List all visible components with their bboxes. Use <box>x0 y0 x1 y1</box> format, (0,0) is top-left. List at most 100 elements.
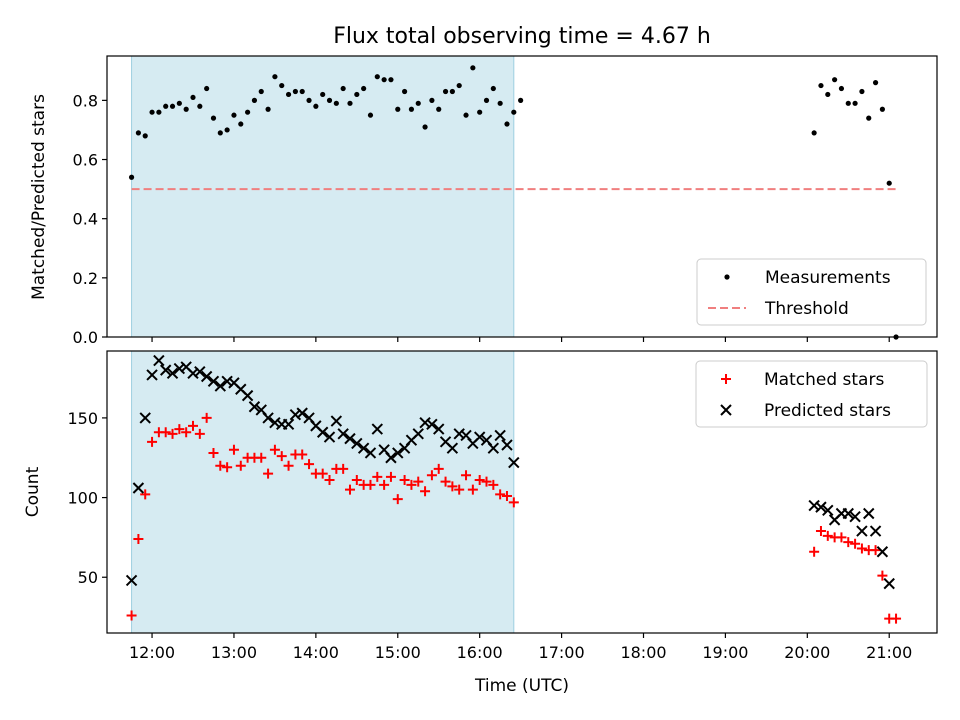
data-point-measurements <box>238 121 244 127</box>
data-point-matched-stars <box>304 459 315 470</box>
data-point-measurements <box>490 85 496 92</box>
y-tick-label: 0.2 <box>73 269 98 288</box>
y-tick-label: 0.4 <box>73 210 98 229</box>
legend-label: Matched stars <box>764 370 884 390</box>
data-point-predicted-stars <box>385 452 397 464</box>
data-point-measurements <box>436 106 442 112</box>
y-axis-label-ratio: Matched/Predicted stars <box>29 94 49 300</box>
data-point-matched-stars <box>215 460 226 471</box>
data-point-matched-stars <box>508 497 519 508</box>
data-point-measurements <box>313 103 319 109</box>
plot-frame <box>106 55 938 338</box>
data-point-predicted-stars <box>316 426 329 438</box>
data-point-matched-stars <box>440 476 451 487</box>
x-tick-label: 14:00 <box>293 643 339 662</box>
data-point-predicted-stars <box>296 407 308 419</box>
data-point-matched-stars <box>392 494 403 505</box>
data-point-matched-stars <box>222 462 233 473</box>
data-point-matched-stars <box>228 444 239 455</box>
data-point-predicted-stars <box>453 428 465 440</box>
data-point-predicted-stars <box>146 369 158 381</box>
legend: Matched stars Predicted stars <box>695 360 928 428</box>
data-point-predicted-stars <box>815 501 827 513</box>
data-point-measurements <box>299 88 305 95</box>
data-point-predicted-stars <box>856 525 868 537</box>
legend: Measurements Threshold <box>696 258 927 326</box>
data-point-predicted-stars <box>446 442 459 454</box>
data-point-matched-stars <box>870 545 881 556</box>
data-point-predicted-stars <box>132 482 145 494</box>
data-point-measurements <box>859 88 865 95</box>
data-point-predicted-stars <box>282 418 295 430</box>
data-point-measurements <box>866 115 872 121</box>
data-point-predicted-stars <box>248 401 261 413</box>
data-point-predicted-stars <box>876 546 889 558</box>
chart-title: Flux total observing time = 4.67 h <box>333 24 711 49</box>
data-point-matched-stars <box>351 475 362 486</box>
data-point-measurements <box>449 88 455 95</box>
legend-marker <box>724 274 730 280</box>
data-point-measurements <box>463 112 469 118</box>
legend-label: Predicted stars <box>764 401 891 421</box>
data-point-matched-stars <box>420 486 431 497</box>
plot-frame <box>106 350 938 634</box>
data-point-predicted-stars <box>392 447 404 459</box>
x-tick-label: 12:00 <box>129 643 175 662</box>
data-point-matched-stars <box>836 532 847 543</box>
data-point-matched-stars <box>877 570 888 581</box>
data-point-measurements <box>456 82 462 89</box>
data-point-predicted-stars <box>159 364 172 376</box>
y-tick-label: 150 <box>67 409 98 428</box>
x-tick-label: 16:00 <box>457 643 503 662</box>
data-point-measurements <box>265 106 271 112</box>
data-point-measurements <box>231 112 237 118</box>
data-point-predicted-stars <box>289 409 302 421</box>
data-point-measurements <box>163 103 169 109</box>
y-tick-label: 50 <box>78 568 98 587</box>
data-point-matched-stars <box>413 476 424 487</box>
data-point-matched-stars <box>140 489 151 500</box>
data-point-predicted-stars <box>487 442 500 454</box>
data-point-measurements <box>825 91 831 98</box>
data-point-measurements <box>156 109 162 115</box>
data-point-matched-stars <box>256 452 267 463</box>
data-point-matched-stars <box>501 490 512 501</box>
data-point-predicted-stars <box>173 362 186 375</box>
data-point-predicted-stars <box>433 423 445 435</box>
data-point-predicted-stars <box>337 428 349 440</box>
data-point-predicted-stars <box>221 375 233 387</box>
x-tick-label: 20:00 <box>784 643 830 662</box>
data-point-predicted-stars <box>371 423 384 435</box>
data-point-matched-stars <box>324 475 335 486</box>
data-point-predicted-stars <box>139 412 151 424</box>
x-tick-label: 13:00 <box>211 643 257 662</box>
data-point-predicted-stars <box>241 389 254 402</box>
data-point-measurements <box>818 82 824 89</box>
data-point-predicted-stars <box>501 439 513 451</box>
data-point-measurements <box>470 65 476 71</box>
data-point-measurements <box>367 112 374 118</box>
data-point-measurements <box>306 97 312 103</box>
data-point-matched-stars <box>822 530 833 541</box>
data-point-measurements <box>190 94 196 101</box>
data-point-matched-stars <box>133 534 144 544</box>
data-point-matched-stars <box>201 412 212 423</box>
data-point-measurements <box>340 85 346 92</box>
data-point-matched-stars <box>372 471 383 482</box>
data-point-matched-stars <box>147 436 158 447</box>
data-point-matched-stars <box>385 471 396 482</box>
data-point-predicted-stars <box>194 366 206 378</box>
legend-label: Threshold <box>764 299 849 319</box>
data-point-matched-stars <box>447 481 458 492</box>
data-point-predicted-stars <box>323 431 336 443</box>
data-point-measurements <box>251 97 258 103</box>
data-point-matched-stars <box>843 537 854 548</box>
y-tick-label: 100 <box>67 489 98 508</box>
data-point-measurements <box>272 74 278 80</box>
data-point-predicted-stars <box>214 380 227 392</box>
data-point-matched-stars <box>481 476 492 487</box>
x-axis-label: Time (UTC) <box>474 676 569 696</box>
data-point-matched-stars <box>856 543 867 554</box>
data-point-predicted-stars <box>344 432 356 445</box>
data-point-predicted-stars <box>426 418 438 430</box>
